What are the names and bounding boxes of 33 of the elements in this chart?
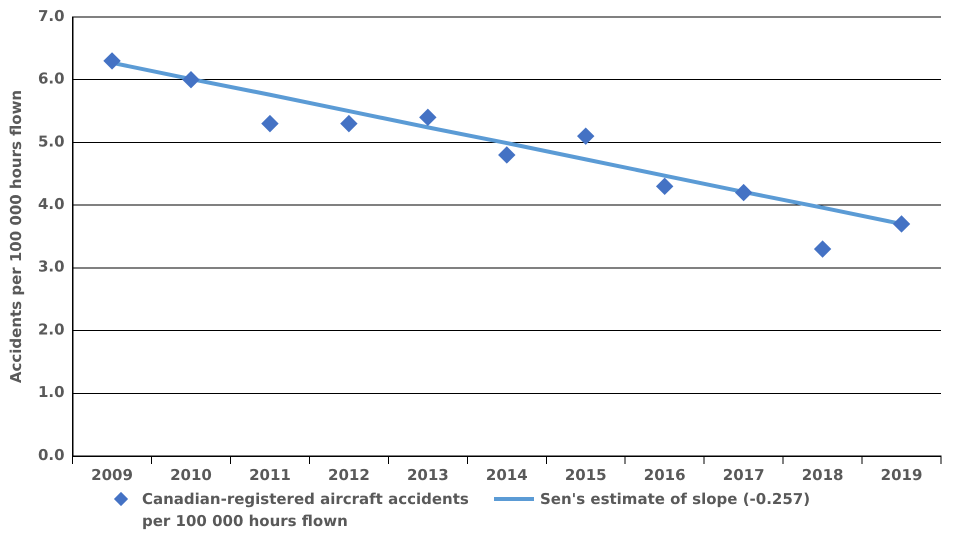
point [419, 108, 436, 126]
point [735, 184, 752, 202]
x-tick-label: 2013 [406, 466, 449, 484]
point [498, 146, 516, 164]
x-tick-label: 2014 [486, 466, 528, 484]
x-tick-label: 2012 [328, 466, 370, 484]
y-tick-label: 0.0 [38, 446, 65, 464]
x-tick-label: 2018 [802, 466, 844, 484]
point [261, 115, 278, 132]
y-tick-label: 6.0 [38, 70, 65, 88]
point [577, 128, 594, 145]
y-tick-label: 7.0 [38, 6, 65, 25]
x-tick-label: 2015 [564, 466, 607, 484]
point [182, 71, 200, 88]
x-tick-label: 2016 [644, 466, 686, 484]
y-tick-label: 5.0 [38, 132, 65, 150]
point [814, 240, 832, 258]
x-tick-label: 2017 [722, 466, 765, 484]
y-tick-label: 4.0 [38, 195, 65, 214]
legend-label: Sen's estimate of slope (-0.257) [540, 489, 810, 510]
point [656, 178, 674, 195]
x-tick-label: 2019 [880, 466, 922, 484]
y-axis-title: Accidents per 100 000 hours flown [6, 90, 25, 384]
point [340, 115, 358, 132]
point [893, 215, 910, 232]
x-tick-label: 2010 [170, 466, 212, 484]
point [104, 52, 121, 70]
legend-label: Canadian-registered aircraft accidents per 100 000 hours flown [142, 489, 470, 532]
y-tick-label: 2.0 [38, 320, 65, 338]
x-tick-label: 2009 [91, 466, 133, 484]
y-tick-label: 3.0 [38, 258, 65, 276]
y-tick-label: 1.0 [38, 383, 65, 402]
x-tick-label: 2011 [249, 466, 291, 484]
